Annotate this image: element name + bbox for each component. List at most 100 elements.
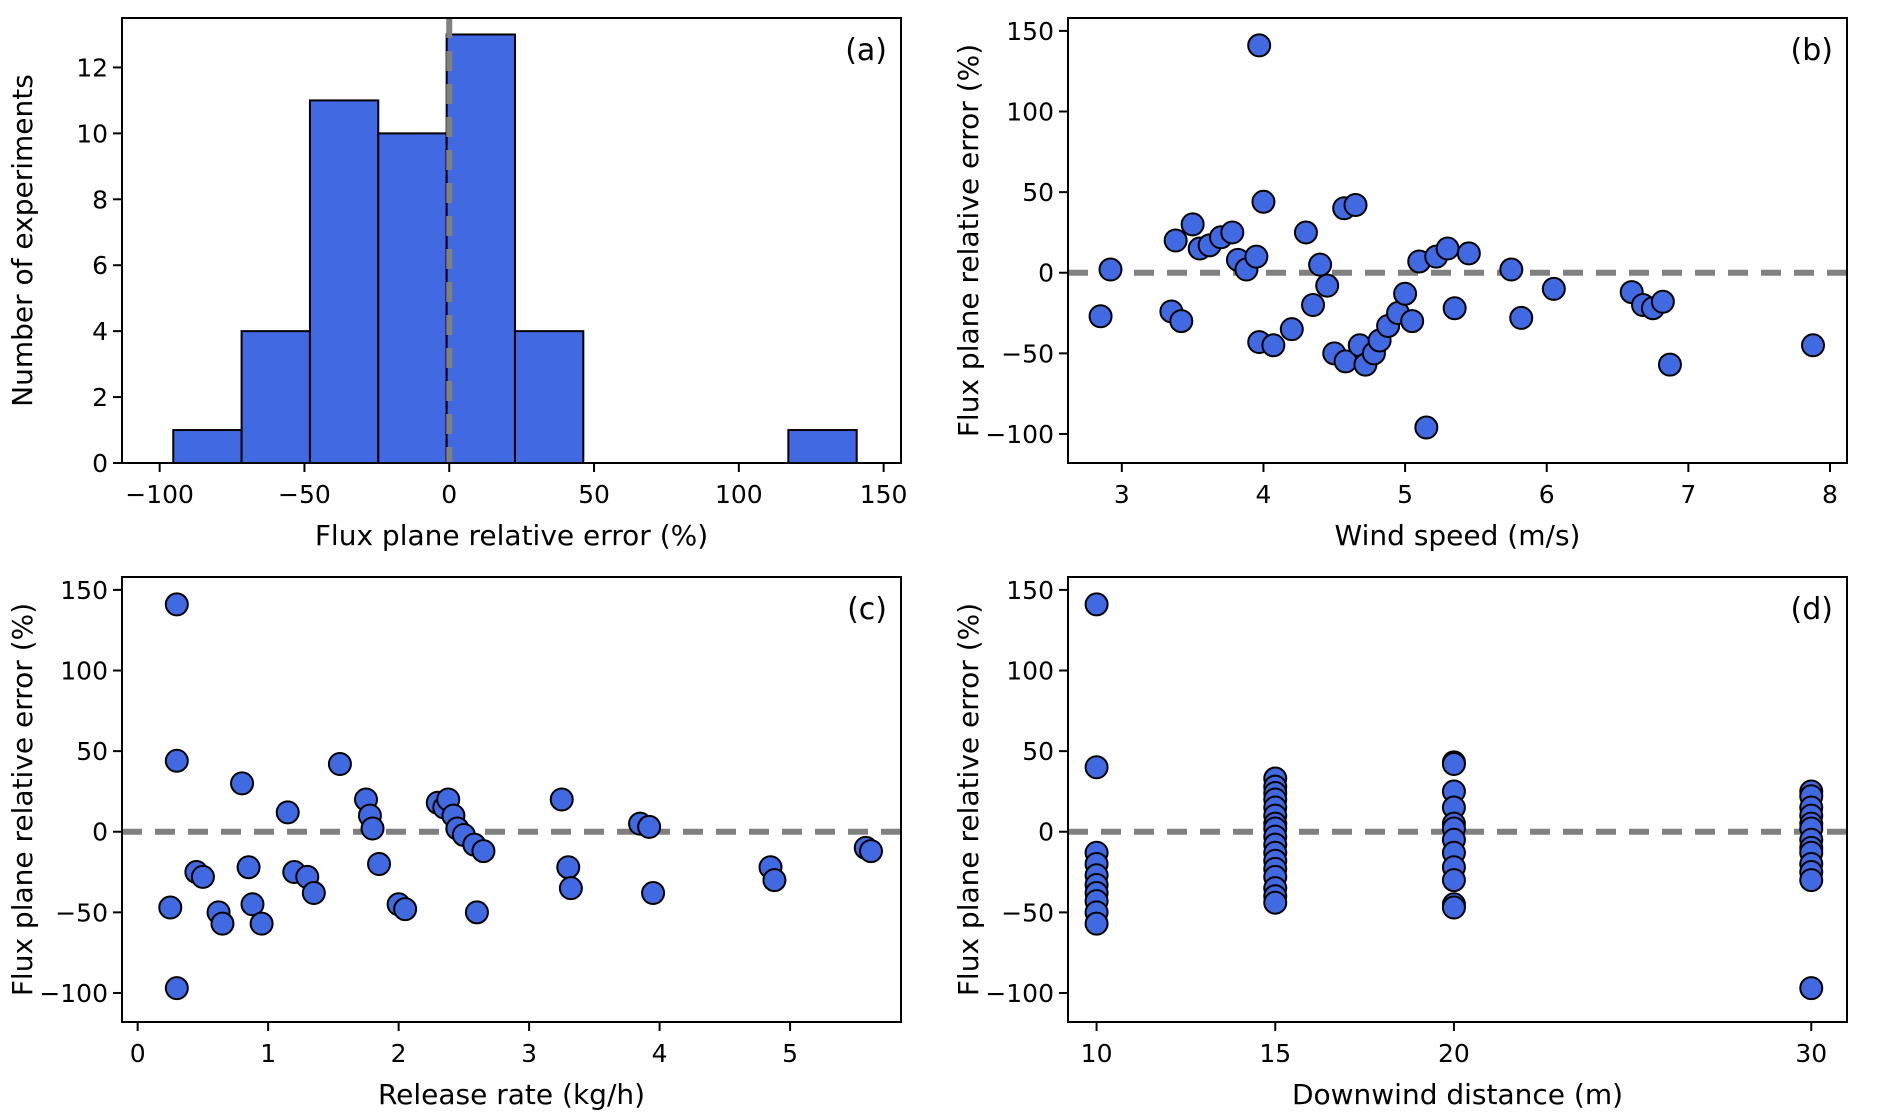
x-tick-label: 50 xyxy=(578,480,610,509)
y-tick-label: 8 xyxy=(92,185,108,214)
panel-a-histogram: −100 −50 0 50 100 150 0 2 4 6 8 10 12 Flux plane rela… xyxy=(0,0,946,559)
y-tick-label: 100 xyxy=(1006,657,1054,686)
x-tick-label: −50 xyxy=(278,480,331,509)
scatter-point xyxy=(641,881,666,906)
scatter-point xyxy=(1799,976,1824,1001)
scatter-point xyxy=(1308,252,1333,277)
x-tick-label: 150 xyxy=(860,480,908,509)
x-tick-label: 2 xyxy=(391,1039,407,1068)
panel-label: (b) xyxy=(1791,33,1833,68)
scatter-point xyxy=(1315,273,1340,298)
scatter-point xyxy=(240,892,265,917)
histogram-bar xyxy=(172,429,243,465)
x-tick-label: 7 xyxy=(1680,480,1696,509)
y-tick-label: 50 xyxy=(1022,737,1054,766)
y-tick-label: −100 xyxy=(985,979,1054,1008)
y-axis-title: Flux plane relative error (%) xyxy=(952,44,985,437)
chart-panel-d: 10 15 20 30 −100 −50 0 50 100 150 Downwind distanc… xyxy=(946,559,1892,1118)
scatter-point xyxy=(1393,281,1418,306)
scatter-point xyxy=(1263,890,1288,915)
y-tick-label: −100 xyxy=(985,420,1054,449)
panel-background xyxy=(946,0,1892,559)
scatter-point xyxy=(1657,352,1682,377)
y-tick-label: −50 xyxy=(1001,898,1054,927)
scatter-point xyxy=(1279,317,1304,342)
plot-border xyxy=(121,17,902,464)
scatter-point xyxy=(1441,752,1466,777)
x-axis-title: Flux plane relative error (%) xyxy=(315,519,708,552)
scatter-point xyxy=(1169,309,1194,334)
scatter-point xyxy=(1499,257,1524,282)
scatter-point xyxy=(1343,193,1368,218)
panel-c-release-rate-scatter: 0 1 2 3 4 5 −100 −50 0 50 100 150 Release rate (kg/h… xyxy=(0,559,946,1118)
y-tick-label: 100 xyxy=(60,657,108,686)
y-tick-label: −50 xyxy=(55,898,108,927)
x-tick-label: 15 xyxy=(1259,1039,1291,1068)
scatter-point xyxy=(762,868,787,893)
panel-background xyxy=(946,559,1892,1118)
scatter-point xyxy=(1084,755,1109,780)
x-tick-label: 3 xyxy=(521,1039,537,1068)
y-tick-label: −50 xyxy=(1001,339,1054,368)
scatter-point xyxy=(1098,257,1123,282)
scatter-point xyxy=(230,771,255,796)
x-tick-label: 10 xyxy=(1081,1039,1113,1068)
panel-label: (a) xyxy=(845,33,887,68)
scatter-point xyxy=(558,876,583,901)
scatter-point xyxy=(360,816,385,841)
scatter-point xyxy=(471,839,496,864)
scatter-point xyxy=(1456,241,1481,266)
x-axis-title: Downwind distance (m) xyxy=(1292,1078,1623,1111)
histogram-bar xyxy=(445,33,516,465)
scatter-point xyxy=(301,881,326,906)
y-tick-label: 100 xyxy=(1006,98,1054,127)
histogram-bar xyxy=(787,429,858,465)
plot-border xyxy=(1067,576,1848,1023)
scatter-point xyxy=(1650,289,1675,314)
x-tick-label: 8 xyxy=(1822,480,1838,509)
y-tick-label: 50 xyxy=(1022,178,1054,207)
y-tick-label: 12 xyxy=(76,53,108,82)
scatter-point xyxy=(1801,333,1826,358)
scatter-point xyxy=(1261,333,1286,358)
y-tick-label: 0 xyxy=(1038,818,1054,847)
y-tick-label: 4 xyxy=(92,317,108,346)
scatter-point xyxy=(637,814,662,839)
panel-d-downwind-distance-scatter: 10 15 20 30 −100 −50 0 50 100 150 Downwind distanc… xyxy=(946,559,1892,1118)
y-tick-label: 150 xyxy=(1006,576,1054,605)
scatter-point xyxy=(249,911,274,936)
scatter-point xyxy=(1251,189,1276,214)
scatter-point xyxy=(1293,220,1318,245)
scatter-point xyxy=(210,911,235,936)
x-tick-label: 6 xyxy=(1539,480,1555,509)
scatter-point xyxy=(1084,911,1109,936)
plot-border xyxy=(1067,17,1848,464)
scatter-point xyxy=(464,900,489,925)
x-tick-label: 100 xyxy=(715,480,763,509)
x-tick-label: 30 xyxy=(1795,1039,1827,1068)
y-tick-label: 0 xyxy=(92,818,108,847)
histogram-bar xyxy=(377,132,448,465)
scatter-point xyxy=(1414,415,1439,440)
histogram-bar xyxy=(308,99,380,464)
y-tick-label: 150 xyxy=(1006,17,1054,46)
scatter-point xyxy=(1400,309,1425,334)
scatter-point xyxy=(164,592,189,617)
x-tick-label: 5 xyxy=(782,1039,798,1068)
scatter-point xyxy=(327,752,352,777)
scatter-point xyxy=(1799,868,1824,893)
x-tick-label: 4 xyxy=(652,1039,668,1068)
plot-border xyxy=(121,576,902,1023)
scatter-point xyxy=(1435,236,1460,261)
panel-label: (d) xyxy=(1791,592,1833,627)
chart-panel-c: 0 1 2 3 4 5 −100 −50 0 50 100 150 Release rate (kg/h… xyxy=(0,559,946,1118)
histogram-bar xyxy=(513,330,585,465)
y-tick-label: −100 xyxy=(39,979,108,1008)
scatter-point xyxy=(1220,220,1245,245)
x-tick-label: 0 xyxy=(130,1039,146,1068)
x-tick-label: 0 xyxy=(441,480,457,509)
scatter-point xyxy=(1244,244,1269,269)
x-tick-label: 20 xyxy=(1438,1039,1470,1068)
scatter-point xyxy=(393,897,418,922)
scatter-point xyxy=(158,895,183,920)
